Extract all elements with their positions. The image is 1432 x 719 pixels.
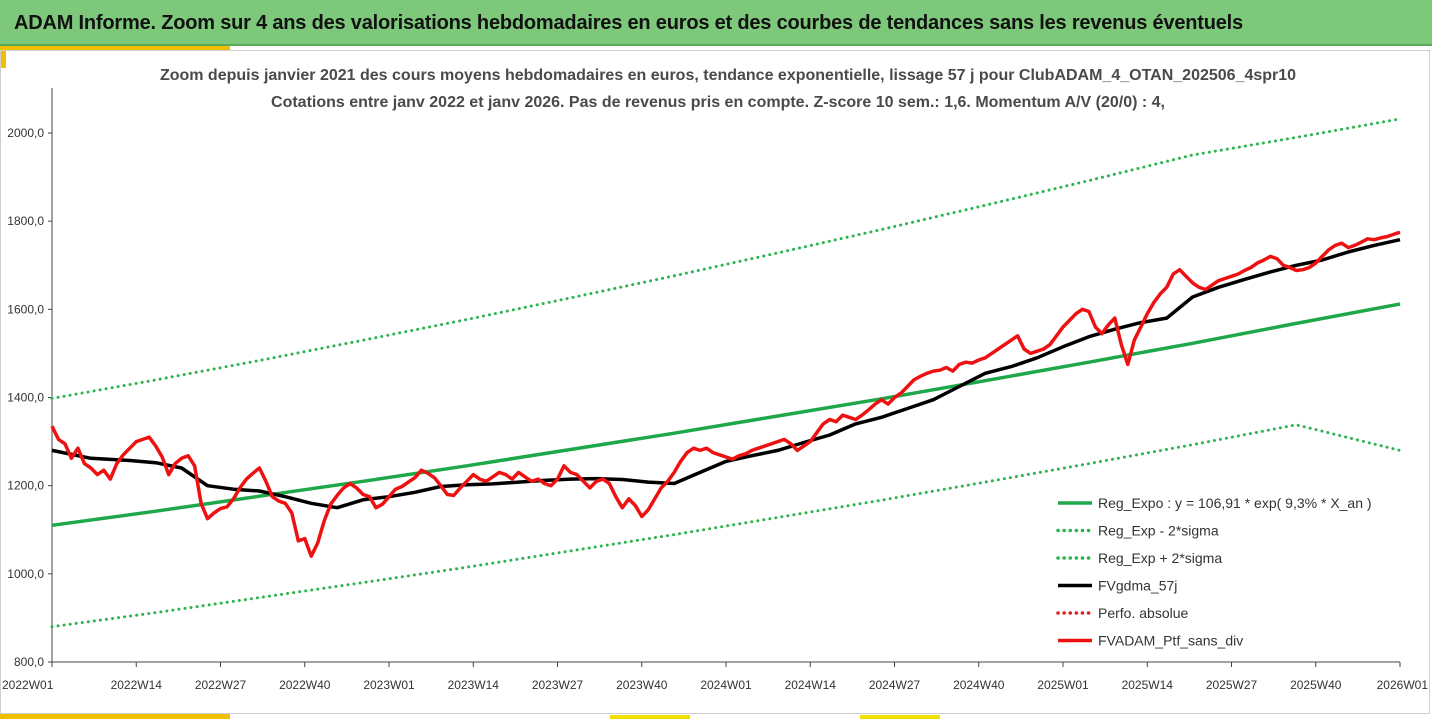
legend-label-2: Reg_Exp + 2*sigma [1098, 550, 1222, 566]
x-tick-label: 2025W40 [1290, 678, 1342, 692]
x-tick-label: 2023W27 [532, 678, 584, 692]
y-tick-label: 2000,0 [7, 126, 44, 140]
y-tick-label: 1400,0 [7, 391, 44, 405]
y-tick-label: 800,0 [14, 655, 44, 669]
x-tick-label: 2024W01 [700, 678, 752, 692]
page-title: ADAM Informe. Zoom sur 4 ans des valoris… [14, 12, 1243, 34]
x-tick-label: 2023W14 [448, 678, 500, 692]
header-banner: ADAM Informe. Zoom sur 4 ans des valoris… [0, 0, 1432, 46]
legend-label-0: Reg_Expo : y = 106,91 * exp( 9,3% * X_an… [1098, 495, 1372, 511]
x-tick-label: 2022W27 [195, 678, 247, 692]
series-layer [50, 117, 1402, 629]
legend-label-4: Perfo. absolue [1098, 605, 1188, 621]
legend: Reg_Expo : y = 106,91 * exp( 9,3% * X_an… [1056, 495, 1372, 649]
y-tick-label: 1000,0 [7, 567, 44, 581]
x-tick-label: 2024W27 [869, 678, 921, 692]
series-line-3 [51, 237, 1401, 510]
x-tick-label: 2025W01 [1037, 678, 1089, 692]
chart-title-line1: Zoom depuis janvier 2021 des cours moyen… [160, 67, 1296, 84]
x-tick-label: 2022W14 [111, 678, 163, 692]
chart-frame [0, 50, 1430, 714]
legend-label-3: FVgdma_57j [1098, 578, 1177, 594]
legend-label-1: Reg_Exp - 2*sigma [1098, 523, 1219, 539]
x-tick-label: 2024W40 [953, 678, 1005, 692]
accent-bar-top [6, 46, 230, 50]
accent-bar-bottom [0, 713, 230, 719]
x-tick-label: 2022W40 [279, 678, 331, 692]
x-tick-label: 2025W14 [1122, 678, 1174, 692]
x-tick-label: 2024W14 [785, 678, 837, 692]
x-tick-label: 2026W01 [1377, 678, 1429, 692]
x-tick-label: 2025W27 [1206, 678, 1258, 692]
accent-bar-bottom-right [860, 715, 940, 719]
x-tick-label: 2023W40 [616, 678, 668, 692]
series-line-2 [50, 117, 1402, 400]
accent-bar-left [0, 46, 6, 68]
chart-title-line2: Cotations entre janv 2022 et janv 2026. … [271, 94, 1165, 111]
series-line-5 [50, 230, 1401, 558]
y-tick-label: 1200,0 [7, 479, 44, 493]
x-tick-label: 2022W01 [2, 678, 54, 692]
accent-bar-bottom-mid [610, 715, 690, 719]
y-tick-label: 1600,0 [7, 302, 44, 316]
x-tick-label: 2023W01 [363, 678, 415, 692]
legend-label-5: FVADAM_Ptf_sans_div [1098, 633, 1243, 649]
series-line-1 [50, 423, 1402, 629]
y-tick-label: 1800,0 [7, 214, 44, 228]
axes: 800,0 1000,0 1200,0 1400,0 1600,0 1800,0 2000,… [2, 88, 1428, 692]
